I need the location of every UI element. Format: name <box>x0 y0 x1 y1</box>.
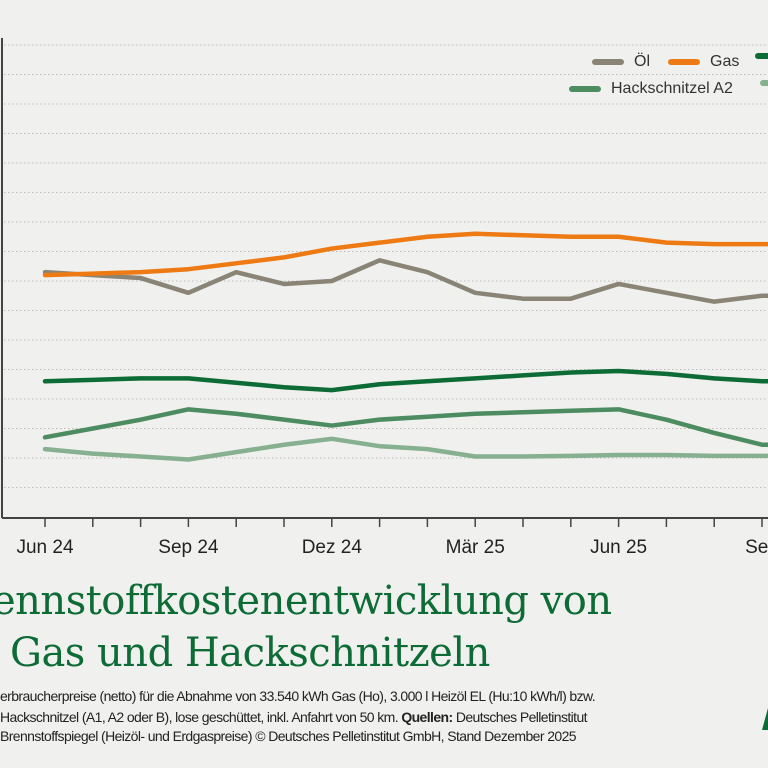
title-line-2: Gas und Hackschnitzeln <box>10 630 490 676</box>
legend-item-oel: Öl <box>592 53 650 71</box>
line-chart: Jun 24 Sep 24 Dez 24 Mär 25 Jun 25 Sep <box>1 38 768 558</box>
x-tick-label: Sep <box>745 537 768 558</box>
caption-text: Deutsches Pelletinstitut <box>452 709 588 725</box>
series-line-2 <box>42 231 768 278</box>
sources-label: Quellen: <box>401 709 453 725</box>
legend-label: Öl <box>634 53 650 70</box>
caption-text: Hackschnitzel (A1, A2 oder B), lose gesc… <box>0 709 402 725</box>
x-tick-label: Mär 25 <box>446 537 505 558</box>
x-tick-label: Sep 24 <box>158 537 219 558</box>
legend-item-series3 <box>755 53 768 59</box>
x-tick-label: Jun 24 <box>16 537 73 558</box>
x-ticks <box>44 518 763 527</box>
x-tick-label: Dez 24 <box>302 537 363 558</box>
caption-line-1: erbraucherpreise (netto) für die Abnahme… <box>0 688 596 704</box>
legend-item-hackschnitzel-a2: Hackschnitzel A2 <box>569 80 733 98</box>
title-line-1: ennstoffkostenentwicklung von <box>0 578 612 624</box>
gridlines <box>4 44 768 488</box>
legend-label: Gas <box>710 53 740 70</box>
x-tick-labels: Jun 24 Sep 24 Dez 24 Mär 25 Jun 25 Sep <box>16 537 768 558</box>
series-line-1 <box>42 258 768 304</box>
legend-swatch <box>592 59 624 65</box>
caption-line-2: Hackschnitzel (A1, A2 oder B), lose gesc… <box>0 709 588 725</box>
caption-line-3: Brennstoffspiegel (Heizöl- und Erdgaspre… <box>0 728 577 744</box>
legend-swatch <box>760 80 768 86</box>
series-line-5 <box>42 436 768 462</box>
legend-swatch <box>569 86 601 92</box>
x-tick-label: Jun 25 <box>590 537 647 558</box>
legend-item-series5 <box>760 80 768 86</box>
legend-label: Hackschnitzel A2 <box>611 80 733 97</box>
series-line-3 <box>42 368 768 393</box>
legend-item-gas: Gas <box>668 53 739 71</box>
logo-mark <box>762 708 768 730</box>
legend-swatch <box>668 59 700 65</box>
series-line-4 <box>42 407 768 447</box>
legend-swatch <box>755 53 768 59</box>
series-lines <box>42 231 768 462</box>
